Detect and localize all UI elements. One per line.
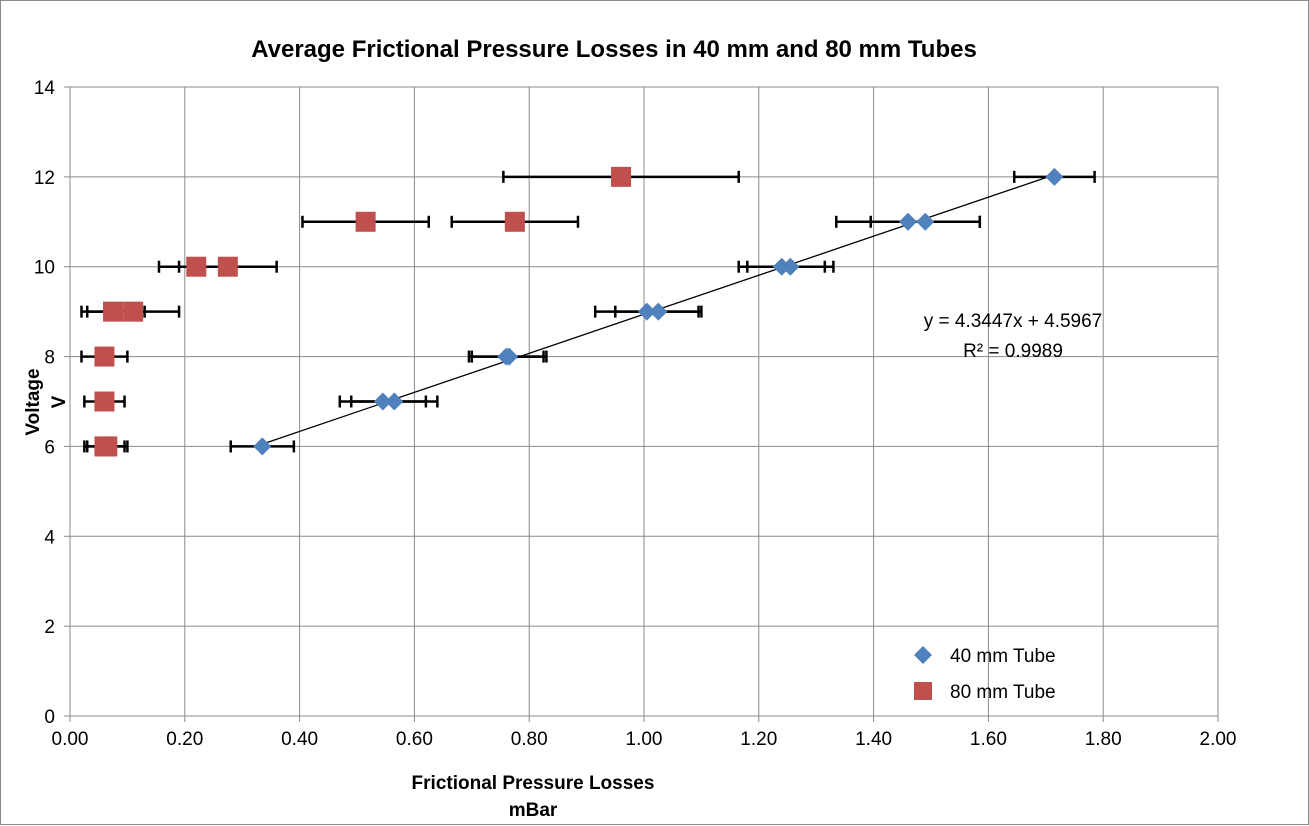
data-point-80mm xyxy=(186,256,207,277)
trendline-equation: y = 4.3447x + 4.5967 xyxy=(924,311,1103,332)
legend-marker-80mm-square-icon xyxy=(914,682,932,700)
data-point-40mm xyxy=(385,392,404,411)
data-point-40mm xyxy=(637,302,656,321)
x-tick-label: 1.40 xyxy=(855,729,892,750)
data-point-80mm xyxy=(94,391,115,412)
data-point-40mm xyxy=(1045,167,1064,186)
data-point-80mm xyxy=(123,301,144,322)
y-tick-label: 4 xyxy=(44,527,55,548)
y-tick-label: 2 xyxy=(44,617,55,638)
data-point-40mm xyxy=(373,392,392,411)
legend: 40 mm Tube 80 mm Tube xyxy=(914,646,1056,703)
data-point-40mm xyxy=(649,302,668,321)
y-tick-label: 8 xyxy=(44,348,55,369)
gridlines xyxy=(69,86,1219,717)
y-axis-label: Voltage xyxy=(23,368,44,435)
y-axis-unit: V xyxy=(49,395,70,408)
trendline-r-squared: R² = 0.9989 xyxy=(963,341,1063,362)
data-point-40mm xyxy=(500,347,519,366)
y-tick-label: 14 xyxy=(34,78,56,99)
data-point-40mm xyxy=(916,212,935,231)
data-point-80mm xyxy=(504,211,525,232)
x-tick-label: 1.20 xyxy=(740,729,777,750)
legend-label-40mm: 40 mm Tube xyxy=(950,646,1056,667)
data-point-80mm xyxy=(94,346,115,367)
y-tick-label: 0 xyxy=(44,707,55,728)
y-tick-label: 12 xyxy=(34,168,55,189)
data-point-80mm xyxy=(217,256,238,277)
legend-marker-40mm-diamond-icon xyxy=(914,646,932,664)
x-tick-label: 1.80 xyxy=(1085,729,1122,750)
x-tick-label: 2.00 xyxy=(1200,729,1237,750)
data-point-80mm xyxy=(611,166,632,187)
data-point-80mm xyxy=(97,436,118,457)
data-point-80mm xyxy=(355,211,376,232)
tick-labels: 0.00 0.20 0.40 0.60 0.80 1.00 1.20 1.40 1.60 1.80… xyxy=(34,78,1237,750)
x-tick-label: 0.20 xyxy=(166,729,203,750)
data-point-40mm xyxy=(899,212,918,231)
axes xyxy=(64,86,1219,722)
data-points xyxy=(94,166,1064,457)
x-axis-label: Frictional Pressure Losses xyxy=(412,773,655,794)
x-tick-label: 1.60 xyxy=(970,729,1007,750)
x-tick-label: 0.80 xyxy=(511,729,548,750)
data-point-40mm xyxy=(781,257,800,276)
x-axis-unit: mBar xyxy=(509,800,558,821)
x-tick-label: 0.00 xyxy=(52,729,89,750)
x-tick-label: 0.40 xyxy=(281,729,318,750)
legend-label-80mm: 80 mm Tube xyxy=(950,682,1056,703)
y-tick-label: 6 xyxy=(44,437,55,458)
x-tick-label: 1.00 xyxy=(626,729,663,750)
data-point-80mm xyxy=(103,301,124,322)
chart-title: Average Frictional Pressure Losses in 40… xyxy=(251,36,977,63)
y-tick-label: 10 xyxy=(34,258,55,279)
data-point-40mm xyxy=(253,437,272,456)
x-tick-label: 0.60 xyxy=(396,729,433,750)
